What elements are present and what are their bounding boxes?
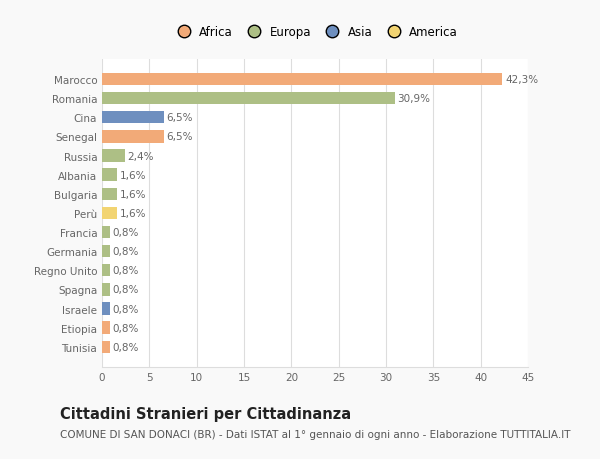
- Bar: [102, 246, 110, 258]
- Bar: [102, 169, 117, 181]
- Bar: [102, 302, 110, 315]
- Legend: Africa, Europa, Asia, America: Africa, Europa, Asia, America: [172, 26, 458, 39]
- Text: 42,3%: 42,3%: [505, 75, 538, 85]
- Text: COMUNE DI SAN DONACI (BR) - Dati ISTAT al 1° gennaio di ogni anno - Elaborazione: COMUNE DI SAN DONACI (BR) - Dati ISTAT a…: [60, 429, 571, 439]
- Bar: [102, 112, 164, 124]
- Text: Cittadini Stranieri per Cittadinanza: Cittadini Stranieri per Cittadinanza: [60, 406, 351, 421]
- Bar: [102, 341, 110, 353]
- Text: 0,8%: 0,8%: [112, 323, 139, 333]
- Bar: [102, 73, 502, 86]
- Text: 0,8%: 0,8%: [112, 342, 139, 352]
- Text: 6,5%: 6,5%: [166, 132, 193, 142]
- Text: 2,4%: 2,4%: [128, 151, 154, 161]
- Text: 0,8%: 0,8%: [112, 246, 139, 257]
- Bar: [102, 226, 110, 239]
- Text: 0,8%: 0,8%: [112, 228, 139, 237]
- Bar: [102, 131, 164, 143]
- Text: 0,8%: 0,8%: [112, 304, 139, 314]
- Text: 30,9%: 30,9%: [397, 94, 430, 104]
- Bar: [102, 207, 117, 220]
- Text: 0,8%: 0,8%: [112, 266, 139, 276]
- Text: 6,5%: 6,5%: [166, 113, 193, 123]
- Text: 1,6%: 1,6%: [120, 190, 146, 199]
- Text: 0,8%: 0,8%: [112, 285, 139, 295]
- Bar: [102, 284, 110, 296]
- Bar: [102, 322, 110, 334]
- Text: 1,6%: 1,6%: [120, 170, 146, 180]
- Bar: [102, 150, 125, 162]
- Bar: [102, 188, 117, 201]
- Bar: [102, 93, 395, 105]
- Text: 1,6%: 1,6%: [120, 208, 146, 218]
- Bar: [102, 264, 110, 277]
